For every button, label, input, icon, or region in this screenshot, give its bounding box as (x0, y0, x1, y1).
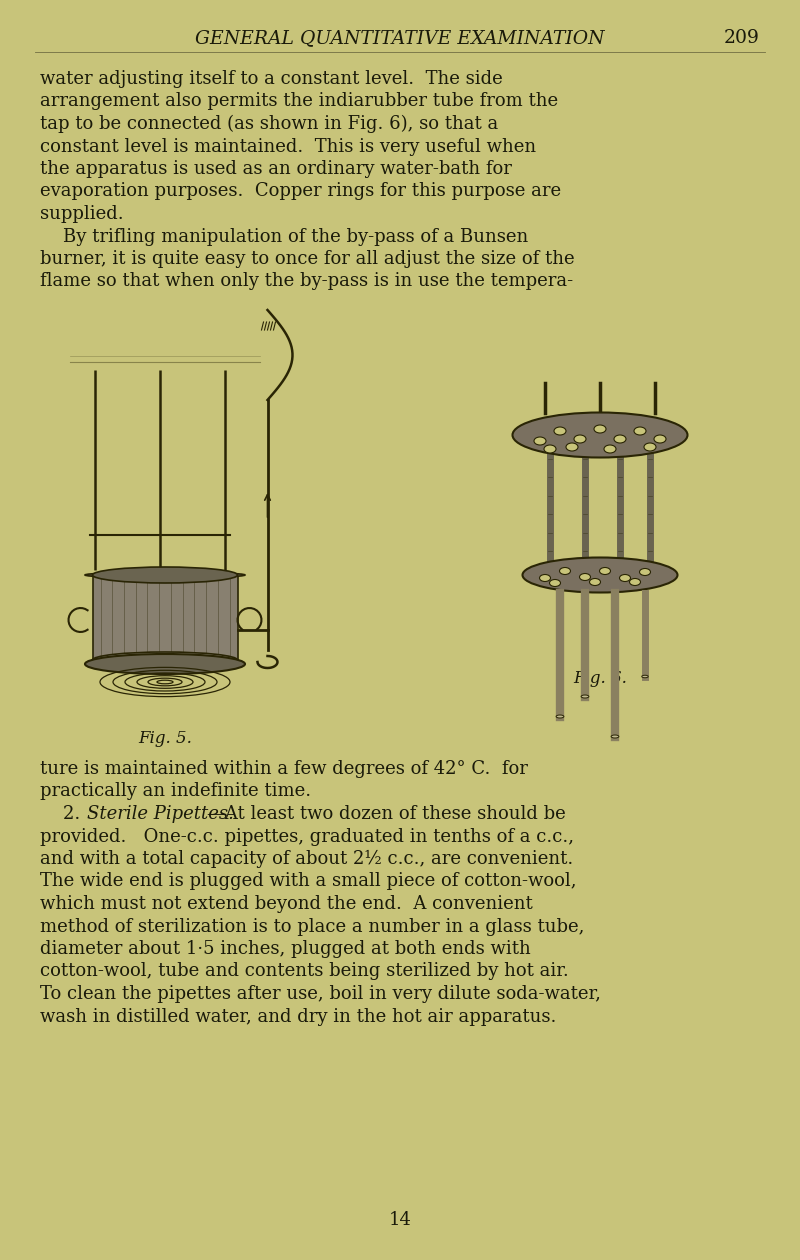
Ellipse shape (544, 445, 556, 454)
Text: practically an indefinite time.: practically an indefinite time. (40, 782, 311, 800)
Text: To clean the pipettes after use, boil in very dilute soda-water,: To clean the pipettes after use, boil in… (40, 985, 601, 1003)
Ellipse shape (590, 578, 601, 586)
Text: By trifling manipulation of the by-pass of a Bunsen: By trifling manipulation of the by-pass … (40, 228, 528, 246)
Text: diameter about 1·5 inches, plugged at both ends with: diameter about 1·5 inches, plugged at bo… (40, 940, 530, 958)
Ellipse shape (639, 568, 650, 576)
Text: —At least two dozen of these should be: —At least two dozen of these should be (207, 805, 566, 823)
Ellipse shape (513, 412, 687, 457)
Text: and with a total capacity of about 2½ c.c., are convenient.: and with a total capacity of about 2½ c.… (40, 850, 574, 868)
Ellipse shape (642, 675, 648, 678)
Ellipse shape (579, 573, 590, 581)
Text: Fig. 6.: Fig. 6. (573, 670, 627, 687)
Text: 2.: 2. (40, 805, 86, 823)
Ellipse shape (550, 580, 561, 586)
Text: burner, it is quite easy to once for all adjust the size of the: burner, it is quite easy to once for all… (40, 249, 574, 268)
Ellipse shape (630, 578, 641, 586)
Ellipse shape (634, 427, 646, 435)
Text: method of sterilization is to place a number in a glass tube,: method of sterilization is to place a nu… (40, 917, 584, 935)
Ellipse shape (556, 714, 564, 718)
Ellipse shape (85, 572, 245, 578)
Text: tap to be connected (as shown in Fig. 6), so that a: tap to be connected (as shown in Fig. 6)… (40, 115, 498, 134)
Text: water adjusting itself to a constant level.  The side: water adjusting itself to a constant lev… (40, 71, 502, 88)
Ellipse shape (574, 435, 586, 444)
Text: wash in distilled water, and dry in the hot air apparatus.: wash in distilled water, and dry in the … (40, 1008, 556, 1026)
Text: provided.   One-c.c. pipettes, graduated in tenths of a c.c.,: provided. One-c.c. pipettes, graduated i… (40, 828, 574, 845)
Text: evaporation purposes.  Copper rings for this purpose are: evaporation purposes. Copper rings for t… (40, 183, 561, 200)
Ellipse shape (599, 567, 610, 575)
Ellipse shape (644, 444, 656, 451)
Text: Fig. 5.: Fig. 5. (138, 730, 192, 747)
Text: 209: 209 (724, 29, 760, 47)
Ellipse shape (614, 435, 626, 444)
Text: supplied.: supplied. (40, 205, 124, 223)
Ellipse shape (534, 437, 546, 445)
Ellipse shape (85, 654, 245, 674)
Text: flame so that when only the by-pass is in use the tempera-: flame so that when only the by-pass is i… (40, 272, 573, 291)
Ellipse shape (93, 567, 238, 583)
Text: the apparatus is used as an ordinary water-bath for: the apparatus is used as an ordinary wat… (40, 160, 512, 178)
Ellipse shape (594, 425, 606, 433)
Ellipse shape (522, 557, 678, 592)
Ellipse shape (566, 444, 578, 451)
Ellipse shape (654, 435, 666, 444)
Text: arrangement also permits the indiarubber tube from the: arrangement also permits the indiarubber… (40, 92, 558, 111)
Ellipse shape (619, 575, 630, 582)
Text: Sterile Pipettes.: Sterile Pipettes. (87, 805, 234, 823)
Text: ture is maintained within a few degrees of 42° C.  for: ture is maintained within a few degrees … (40, 760, 528, 777)
Ellipse shape (581, 696, 589, 698)
Ellipse shape (604, 445, 616, 454)
Bar (93, 575, 238, 660)
Ellipse shape (611, 735, 619, 738)
Text: GENERAL QUANTITATIVE EXAMINATION: GENERAL QUANTITATIVE EXAMINATION (195, 29, 605, 47)
Text: The wide end is plugged with a small piece of cotton-wool,: The wide end is plugged with a small pie… (40, 872, 577, 891)
Text: 14: 14 (389, 1211, 411, 1228)
Ellipse shape (93, 651, 238, 668)
Text: constant level is maintained.  This is very useful when: constant level is maintained. This is ve… (40, 137, 536, 155)
Ellipse shape (539, 575, 550, 582)
Text: which must not extend beyond the end.  A convenient: which must not extend beyond the end. A … (40, 895, 533, 913)
Ellipse shape (554, 427, 566, 435)
Ellipse shape (559, 567, 570, 575)
Text: cotton-wool, tube and contents being sterilized by hot air.: cotton-wool, tube and contents being ste… (40, 963, 569, 980)
